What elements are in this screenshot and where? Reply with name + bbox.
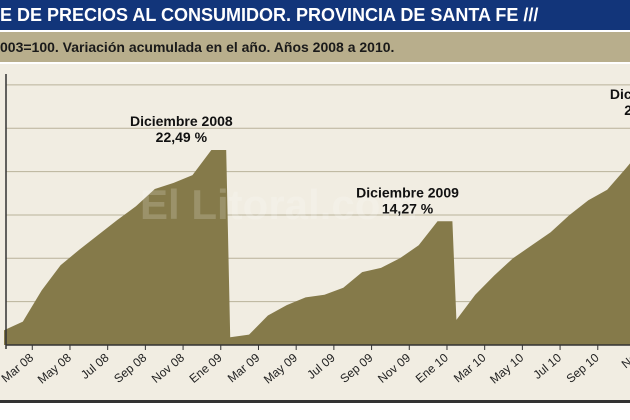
x-tick-label: Mar 09	[225, 350, 263, 385]
x-tick-label: May 10	[487, 350, 526, 386]
x-tick-label: Jul 08	[78, 350, 112, 382]
annotation-value: 22,49 %	[156, 129, 208, 145]
x-tick-label: Mar 10	[451, 350, 489, 385]
x-tick-label: May 08	[35, 350, 74, 386]
x-tick-label: Mar 08	[0, 350, 36, 385]
x-tick-label: Nov 09	[375, 350, 413, 385]
annotation-label: Diciembre 2008	[130, 113, 233, 129]
x-tick-label: No	[619, 350, 630, 371]
watermark: El Litoral.com	[140, 181, 418, 228]
x-tick-label: Sep 10	[564, 350, 602, 385]
x-tick-label: Jul 09	[304, 350, 338, 382]
x-tick-label: Ene 09	[187, 350, 225, 385]
annotation-value: 14,27 %	[382, 200, 434, 216]
annotation-label: Diciembre	[610, 86, 630, 102]
annotation-label: Diciembre 2009	[356, 184, 459, 200]
x-tick-label: Sep 09	[337, 350, 375, 385]
annotation-value: 25,6...	[624, 102, 630, 118]
x-tick-label: Ene 10	[413, 350, 451, 385]
x-tick-label: Sep 08	[111, 350, 149, 385]
chart-title: E DE PRECIOS AL CONSUMIDOR. PROVINCIA DE…	[0, 0, 630, 32]
area-series	[4, 150, 630, 345]
x-tick-label: May 09	[261, 350, 300, 386]
x-tick-label: Nov 08	[149, 350, 187, 385]
x-tick-label: Jul 10	[530, 350, 564, 382]
chart-subtitle: 003=100. Variación acumulada en el año. …	[0, 32, 630, 62]
